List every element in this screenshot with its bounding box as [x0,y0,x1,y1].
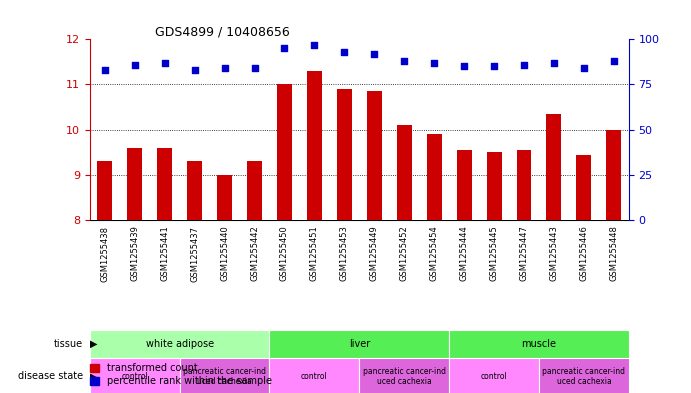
Bar [539,358,629,393]
Text: GSM1255450: GSM1255450 [280,226,289,281]
Text: control: control [481,372,507,381]
Bar [127,148,142,220]
Text: GSM1255441: GSM1255441 [160,226,169,281]
Bar [90,330,269,358]
Text: white adipose: white adipose [146,339,214,349]
Text: GDS4899 / 10408656: GDS4899 / 10408656 [155,25,290,38]
Text: muscle: muscle [522,339,556,349]
Bar [486,152,502,220]
Bar [90,358,180,393]
Bar [269,330,449,358]
Text: GSM1255440: GSM1255440 [220,226,229,281]
Bar [367,91,381,220]
Text: GSM1255452: GSM1255452 [399,226,409,281]
Text: GSM1255446: GSM1255446 [579,226,589,281]
Bar [449,358,539,393]
Bar [157,148,172,220]
Bar [180,358,269,393]
Point [129,61,140,68]
Text: control: control [301,372,328,381]
Point [489,63,500,70]
Text: GSM1255438: GSM1255438 [100,226,109,281]
Text: control: control [122,372,148,381]
Point [428,60,439,66]
Text: GSM1255444: GSM1255444 [460,226,468,281]
Bar [307,71,322,220]
Bar [247,161,262,220]
Point [578,65,589,72]
Bar [449,330,629,358]
Point [159,60,170,66]
Point [309,42,320,48]
Text: GSM1255454: GSM1255454 [430,226,439,281]
Point [339,49,350,55]
Text: GSM1255448: GSM1255448 [609,226,618,281]
Text: GSM1255443: GSM1255443 [549,226,558,281]
Bar [426,134,442,220]
Text: GSM1255447: GSM1255447 [520,226,529,281]
Point [549,60,560,66]
Point [369,51,380,57]
Text: GSM1255445: GSM1255445 [489,226,499,281]
Point [100,67,111,73]
Text: pancreatic cancer-ind
uced cachexia: pancreatic cancer-ind uced cachexia [183,367,266,386]
Text: GSM1255451: GSM1255451 [310,226,319,281]
Point [219,65,230,72]
Point [518,61,529,68]
Bar [269,358,359,393]
Point [608,58,619,64]
Bar [97,161,112,220]
Bar [547,114,561,220]
Text: GSM1255449: GSM1255449 [370,226,379,281]
Bar [606,130,621,220]
Bar [337,89,352,220]
Text: GSM1255437: GSM1255437 [190,226,199,281]
Text: disease state: disease state [18,371,83,381]
Point [249,65,260,72]
Text: liver: liver [349,339,370,349]
Point [189,67,200,73]
Bar [516,150,531,220]
Text: pancreatic cancer-ind
uced cachexia: pancreatic cancer-ind uced cachexia [542,367,625,386]
Text: ▶: ▶ [90,339,97,349]
Bar [397,125,412,220]
Bar [359,358,449,393]
Point [459,63,470,70]
Bar [217,175,232,220]
Text: GSM1255453: GSM1255453 [340,226,349,281]
Text: tissue: tissue [54,339,83,349]
Text: ▶: ▶ [90,371,97,381]
Legend: transformed count, percentile rank within the sample: transformed count, percentile rank withi… [88,361,274,388]
Point [279,45,290,51]
Bar [277,84,292,220]
Text: GSM1255439: GSM1255439 [130,226,140,281]
Text: pancreatic cancer-ind
uced cachexia: pancreatic cancer-ind uced cachexia [363,367,446,386]
Bar [187,161,202,220]
Bar [576,154,591,220]
Bar [457,150,471,220]
Text: GSM1255442: GSM1255442 [250,226,259,281]
Point [399,58,410,64]
